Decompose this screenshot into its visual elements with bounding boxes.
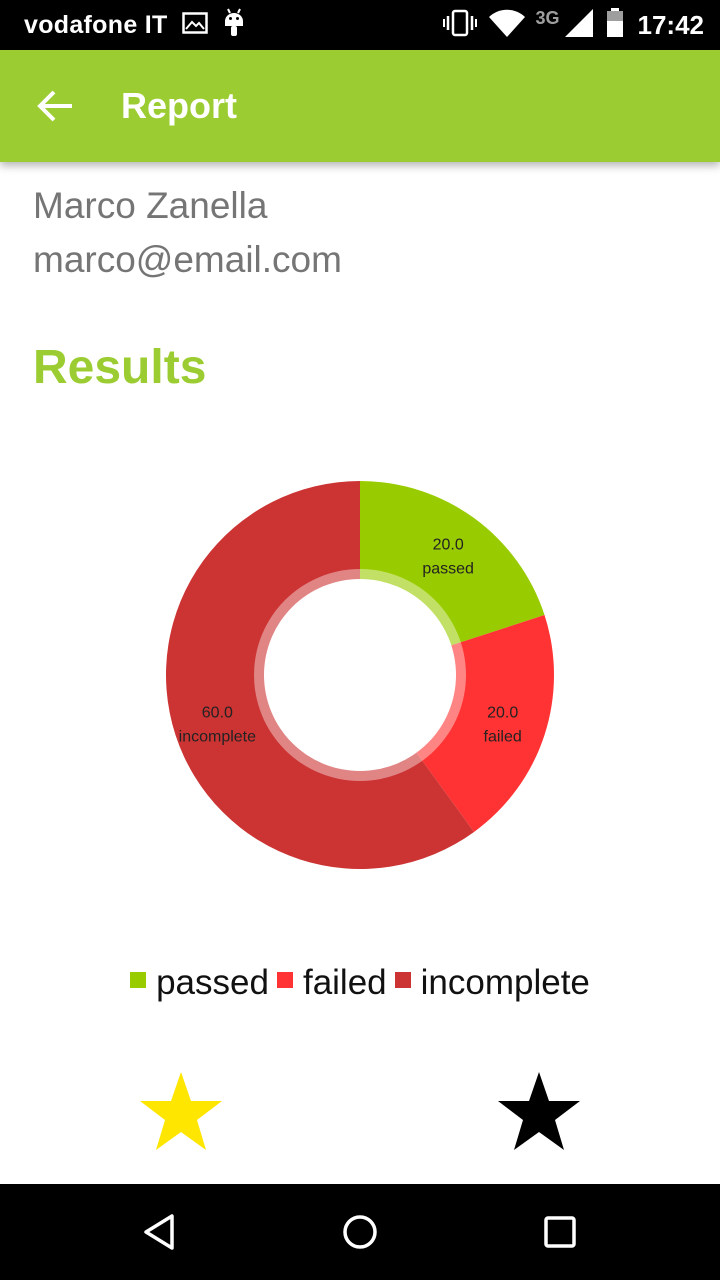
back-button[interactable]	[32, 82, 80, 130]
carrier-name: vodafone IT	[24, 10, 168, 39]
results-donut-chart: 20.0 passed 20.0 failed 60.0 incomplete	[166, 481, 554, 869]
signal-icon	[564, 8, 594, 43]
navigation-bar	[0, 1184, 720, 1280]
arrow-back-icon	[37, 90, 72, 122]
network-type: 3G	[535, 7, 560, 28]
star-icon[interactable]	[138, 1070, 224, 1152]
nav-back-button[interactable]	[136, 1208, 184, 1256]
image-icon	[181, 11, 208, 39]
clock: 17:42	[637, 9, 705, 40]
slice-label-passed: 20.0 passed	[422, 537, 474, 578]
app-bar: Report	[0, 50, 720, 162]
user-email: marco@email.com	[33, 239, 342, 280]
user-name: Marco Zanella	[33, 185, 268, 226]
donut-hole	[264, 579, 456, 771]
results-heading: Results	[33, 341, 207, 394]
status-right: 3G 17:42	[431, 0, 704, 50]
legend-swatch	[276, 972, 293, 988]
legend-item-incomplete: incomplete	[394, 963, 590, 1003]
nav-home-button[interactable]	[336, 1208, 384, 1256]
android-icon	[222, 8, 246, 43]
nav-recents-icon	[544, 1216, 576, 1248]
battery-icon	[606, 7, 624, 43]
legend-item-passed: passed	[130, 963, 269, 1003]
status-left: vodafone IT	[24, 0, 246, 50]
legend-item-failed: failed	[276, 963, 387, 1003]
slice-label-incomplete: 60.0 incomplete	[179, 704, 256, 745]
status-bar: vodafone IT	[0, 0, 720, 50]
legend-label: passed	[156, 963, 269, 1002]
chart-legend: passed failed incomplete	[0, 958, 720, 1008]
nav-back-icon	[144, 1214, 174, 1250]
slice-label-failed: 20.0 failed	[484, 704, 522, 745]
nav-home-icon	[343, 1215, 377, 1249]
legend-swatch	[394, 972, 411, 988]
star-icon[interactable]	[496, 1070, 582, 1152]
legend-swatch	[130, 972, 147, 988]
vibrate-icon	[443, 9, 478, 42]
legend-label: incomplete	[420, 963, 590, 1002]
wifi-icon	[489, 9, 526, 42]
page-title: Report	[121, 85, 237, 126]
nav-recents-button[interactable]	[536, 1208, 584, 1256]
legend-label: failed	[302, 963, 387, 1002]
